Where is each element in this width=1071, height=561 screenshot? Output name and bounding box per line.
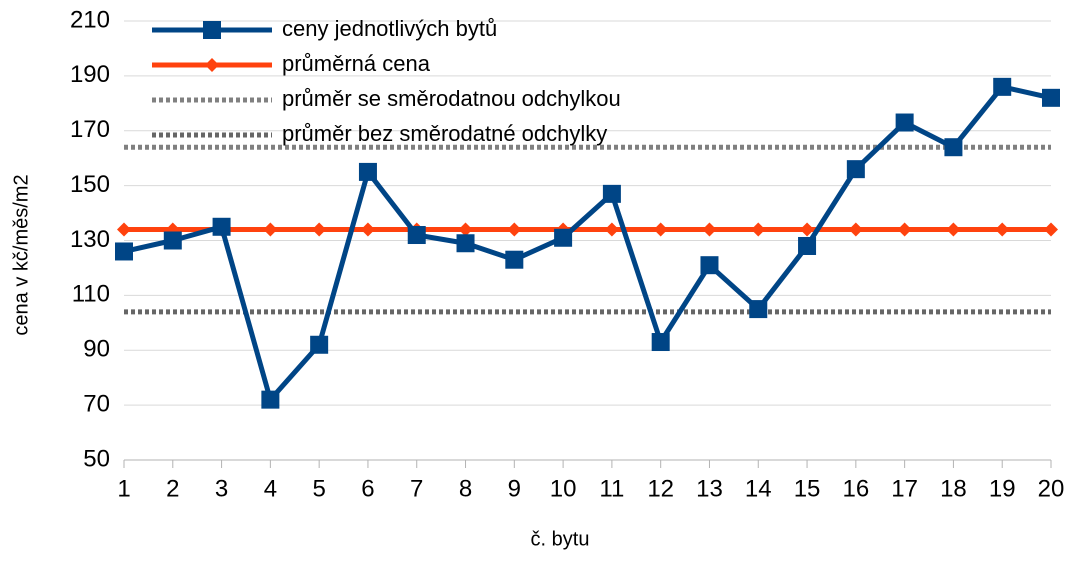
- marker: [602, 184, 621, 203]
- marker: [944, 138, 963, 157]
- x-tick-label: 19: [989, 475, 1016, 502]
- x-tick-label: 20: [1038, 475, 1065, 502]
- x-tick-label: 11: [599, 475, 624, 502]
- series: [115, 77, 1060, 409]
- series: [117, 222, 1058, 237]
- marker: [312, 222, 327, 237]
- x-tick-label: 5: [312, 475, 325, 502]
- x-tick-label: 15: [794, 475, 821, 502]
- x-tick-label: 18: [940, 475, 967, 502]
- marker: [505, 250, 524, 269]
- legend-label: průměr bez směrodatné odchylky: [282, 121, 607, 146]
- x-axis-label: č. bytu: [531, 528, 590, 550]
- y-tick-label: 70: [83, 390, 110, 417]
- marker: [604, 222, 619, 237]
- marker: [895, 113, 914, 132]
- legend-label: ceny jednotlivých bytů: [282, 16, 497, 41]
- x-tick-label: 12: [647, 475, 674, 502]
- marker: [212, 217, 231, 236]
- x-tick-label: 17: [891, 475, 918, 502]
- x-tick-label: 16: [842, 475, 869, 502]
- marker: [798, 236, 817, 255]
- marker: [360, 222, 375, 237]
- x-tick-label: 7: [410, 475, 423, 502]
- y-tick-label: 210: [70, 6, 110, 33]
- marker: [205, 58, 219, 72]
- marker: [407, 226, 426, 245]
- marker: [507, 222, 522, 237]
- x-tick-label: 6: [361, 475, 374, 502]
- x-tick-label: 2: [166, 475, 179, 502]
- marker: [749, 300, 768, 319]
- x-tick-label: 10: [550, 475, 577, 502]
- marker: [261, 390, 280, 409]
- y-tick-label: 170: [70, 116, 110, 143]
- y-tick-label: 50: [83, 445, 110, 472]
- y-tick-label: 110: [72, 281, 110, 308]
- x-tick-label: 8: [459, 475, 472, 502]
- marker: [993, 77, 1012, 96]
- marker: [995, 222, 1010, 237]
- marker: [651, 333, 670, 352]
- marker: [848, 222, 863, 237]
- marker: [846, 160, 865, 179]
- marker: [751, 222, 766, 237]
- marker: [800, 222, 815, 237]
- marker: [310, 335, 329, 354]
- marker: [263, 222, 278, 237]
- x-tick-label: 4: [264, 475, 277, 502]
- x-tick-label: 9: [508, 475, 521, 502]
- marker: [946, 222, 961, 237]
- legend-label: průměr se směrodatnou odchylkou: [282, 86, 621, 111]
- x-tick-label: 14: [745, 475, 772, 502]
- legend-label: průměrná cena: [282, 51, 431, 76]
- y-tick-label: 130: [70, 226, 110, 253]
- x-tick-label: 13: [696, 475, 723, 502]
- marker: [700, 256, 719, 275]
- y-axis-label: cena v kč/měs/m2: [10, 174, 32, 335]
- marker: [1044, 222, 1058, 237]
- marker: [115, 242, 133, 261]
- marker: [358, 162, 377, 181]
- x-tick-label: 1: [117, 475, 130, 502]
- marker: [117, 222, 131, 237]
- marker: [1042, 88, 1060, 107]
- marker: [456, 234, 475, 253]
- marker: [203, 21, 221, 39]
- marker: [163, 231, 182, 250]
- y-tick-label: 190: [70, 61, 110, 88]
- x-tick-label: 3: [215, 475, 228, 502]
- marker: [458, 222, 473, 237]
- marker: [702, 222, 717, 237]
- marker: [653, 222, 668, 237]
- marker: [554, 228, 573, 247]
- y-tick-label: 90: [83, 336, 110, 363]
- marker: [897, 222, 912, 237]
- y-tick-label: 150: [70, 171, 110, 198]
